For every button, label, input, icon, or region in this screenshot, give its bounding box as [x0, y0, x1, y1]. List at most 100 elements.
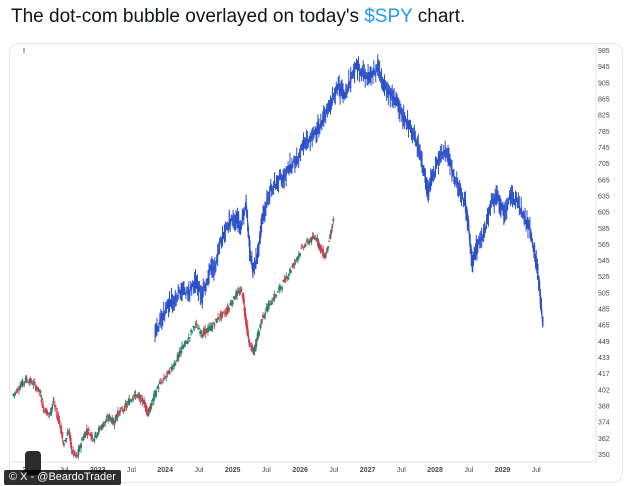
candle-body	[232, 296, 235, 299]
candle-body	[78, 446, 81, 452]
candle-body	[27, 382, 29, 383]
candle-body	[228, 308, 231, 309]
candle-body	[173, 362, 176, 367]
candle-body	[40, 394, 42, 397]
candle-body	[39, 391, 42, 393]
candle-body	[58, 419, 61, 424]
candle-body	[119, 409, 122, 413]
candle-body	[274, 295, 277, 297]
candle-body	[154, 390, 156, 396]
candle-body	[42, 404, 45, 406]
caption: The dot-com bubble overlayed on today's …	[11, 6, 465, 28]
candle-body	[47, 412, 50, 415]
candle-body	[20, 384, 23, 387]
candle-body	[310, 237, 313, 243]
y-tick-label: 545	[598, 258, 610, 265]
candle-body	[21, 379, 24, 387]
candle-body	[112, 419, 114, 423]
candle-body	[29, 378, 32, 383]
candle-body	[125, 403, 128, 408]
candle-body	[209, 326, 212, 328]
candle-body	[261, 319, 264, 321]
x-tick-label: Jul	[397, 467, 406, 474]
candle-body	[282, 280, 285, 282]
candle-body	[205, 328, 208, 333]
candle-body	[31, 383, 34, 385]
candle-body	[143, 400, 145, 404]
candle-body	[266, 306, 269, 313]
ticker-tag[interactable]: $SPY	[364, 6, 413, 27]
candle-body	[328, 240, 330, 242]
y-tick-label: 865	[598, 96, 610, 103]
candle-body	[118, 411, 120, 416]
candle-body	[163, 377, 165, 380]
candle-body	[146, 409, 149, 412]
candle-body	[96, 432, 99, 436]
candle-body	[28, 381, 31, 384]
candle-body	[33, 381, 36, 384]
candle-body	[289, 269, 291, 274]
candle-body	[238, 291, 241, 294]
candle-body	[259, 324, 262, 329]
candle-body	[14, 391, 17, 393]
candle-body	[192, 325, 195, 327]
candle-body	[280, 287, 282, 289]
candle-body	[276, 291, 279, 293]
y-tick-label: 705	[598, 161, 610, 168]
bubble-line	[154, 63, 544, 334]
y-tick-label: 525	[598, 274, 610, 281]
candle-body	[68, 431, 71, 433]
candle-body	[50, 409, 53, 413]
candle-body	[174, 362, 177, 365]
candle-body	[101, 423, 104, 425]
candle-body	[183, 343, 186, 347]
candle-body	[305, 239, 308, 241]
candle-body	[140, 395, 143, 397]
x-tick-label: Jul	[464, 467, 473, 474]
candle-body	[102, 424, 105, 428]
y-tick-label: 505	[598, 290, 610, 297]
candle-body	[126, 404, 129, 406]
candle-body	[330, 231, 333, 233]
candle-body	[139, 394, 142, 403]
y-tick-label: 635	[598, 193, 610, 200]
candle-body	[285, 276, 288, 278]
candle-body	[93, 438, 96, 442]
candle-body	[221, 311, 224, 315]
candle-body	[291, 266, 294, 268]
candle-body	[242, 292, 245, 303]
candle-body	[265, 307, 268, 309]
candle-body	[290, 270, 293, 272]
candle-body	[150, 403, 153, 407]
candle-body	[155, 391, 158, 397]
candle-body	[135, 395, 138, 398]
candle-body	[40, 399, 43, 402]
candle-body	[178, 352, 181, 354]
candle-body	[303, 245, 306, 248]
candle-body	[325, 251, 328, 253]
spy-candles	[12, 216, 335, 460]
candle-body	[46, 410, 49, 416]
candle-body	[51, 406, 54, 409]
candle-body	[318, 244, 321, 246]
y-tick-label: 905	[598, 80, 610, 87]
candle-body	[168, 370, 171, 374]
candle-body	[109, 418, 112, 420]
candle-body	[304, 244, 307, 246]
candle-body	[331, 226, 334, 229]
candle-body	[250, 344, 253, 349]
y-tick-label: 665	[598, 177, 610, 184]
candle-body	[136, 395, 139, 396]
candle-body	[54, 404, 56, 408]
candle-body	[16, 388, 19, 391]
x-tick-label: 2028	[427, 467, 443, 474]
candle-body	[200, 330, 203, 335]
candle-body	[81, 438, 83, 441]
y-tick-label: 374	[598, 420, 610, 427]
y-tick-label: 388	[598, 404, 610, 411]
candle-body	[245, 319, 248, 327]
candle-body	[239, 289, 242, 293]
candle-body	[116, 413, 119, 419]
candle-body	[332, 218, 335, 222]
candle-body	[133, 394, 135, 397]
